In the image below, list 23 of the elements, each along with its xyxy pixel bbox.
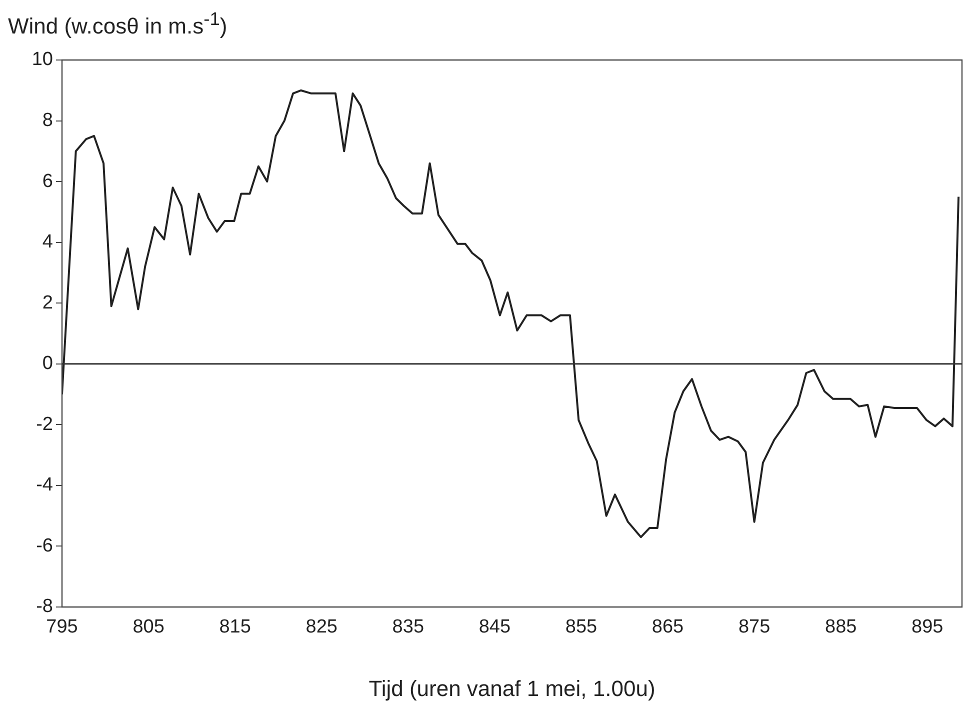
y-tick-label: -2	[36, 414, 53, 435]
y-tick-label: 10	[32, 49, 53, 70]
x-tick-label: 875	[738, 616, 770, 638]
y-tick-label: 2	[42, 292, 53, 314]
x-tick-label: 895	[912, 616, 944, 638]
y-tick-label: 0	[42, 353, 53, 374]
x-tick-label: 835	[392, 616, 424, 638]
chart-title: Wind (w.cosθ in m.s$^{-1}$)	[8, 8, 228, 40]
x-tick-label: 885	[824, 616, 857, 638]
x-tick-label: 855	[565, 616, 598, 638]
x-tick-label: 825	[306, 616, 338, 638]
x-tick-label: 805	[132, 616, 164, 638]
y-tick-label: 8	[42, 110, 53, 132]
y-tick-label: -8	[36, 596, 53, 618]
x-tick-label: 795	[46, 616, 78, 638]
x-tick-label: 815	[219, 616, 251, 638]
y-tick-label: -4	[36, 474, 54, 496]
y-tick-label: 6	[42, 170, 53, 192]
x-tick-label: 845	[478, 616, 511, 638]
y-tick-label: 4	[42, 232, 54, 253]
x-tick-label: 865	[652, 616, 684, 638]
x-axis-title: Tijd (uren vanaf 1 mei, 1.00u)	[368, 676, 656, 701]
y-tick-label: -6	[36, 535, 53, 556]
